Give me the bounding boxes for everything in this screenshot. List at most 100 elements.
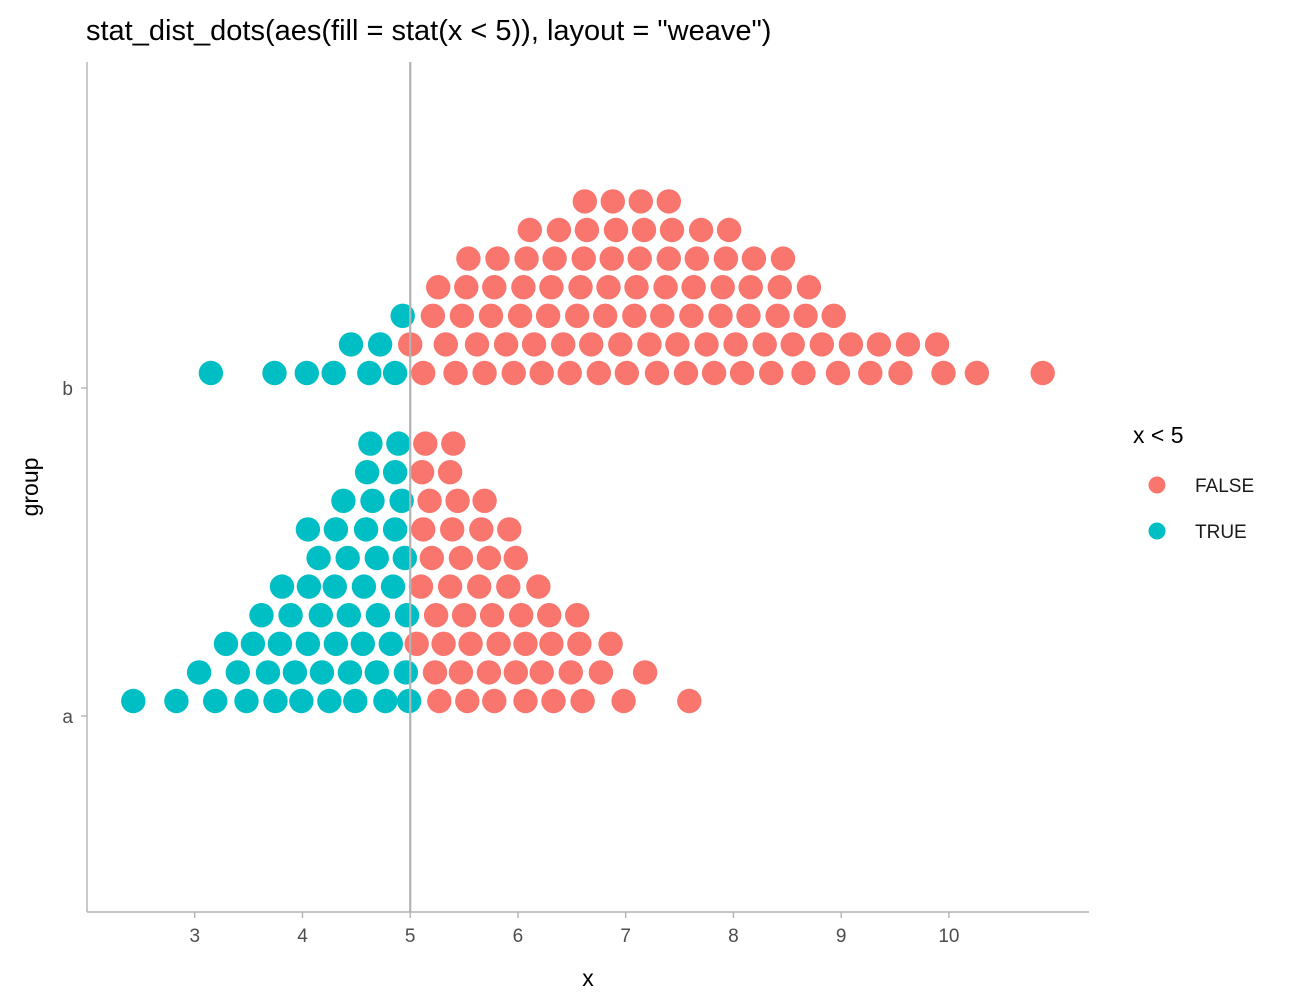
dot-b-r0-3 [321,360,346,386]
dot-a-r5-6 [476,545,502,571]
dot-b-r3-5 [568,275,593,300]
dot-b-r1-11 [665,332,690,357]
dot-b-r4-11 [770,246,796,271]
dot-a-r1-11 [503,660,528,685]
dot-b-r4-2 [514,246,539,271]
dot-b-r0-0 [198,360,224,386]
y-tick-label-a: a [62,707,73,728]
dot-a-r0-13 [513,688,538,714]
dot-a-r6-5 [440,517,465,542]
dot-b-r3-13 [796,275,822,300]
dot-a-r0-9 [396,688,422,714]
dot-b-r2-12 [736,303,761,328]
dot-a-r1-12 [529,660,554,685]
legend-key-true [1148,522,1166,540]
x-tick-label-9: 9 [836,926,847,947]
dot-a-r6-3 [382,517,408,542]
dot-a-r5-4 [419,545,444,571]
y-axis-title: group [17,458,43,517]
dot-a-r0-7 [343,688,368,714]
dot-b-r0-12 [586,360,611,386]
dot-b-r3-6 [596,275,621,300]
dot-a-r5-1 [335,545,360,571]
dot-b-r5-0 [517,217,542,243]
dot-a-r0-2 [203,688,228,714]
dot-a-r0-11 [455,688,480,714]
dot-a-r7-4 [445,488,470,513]
dot-a-r5-7 [503,545,528,571]
dot-b-r4-0 [456,246,481,271]
dot-b-r6-2 [628,189,653,214]
dot-b-r2-11 [708,303,733,328]
dot-b-r0-25 [1030,360,1055,386]
dot-b-r5-4 [631,217,657,243]
dot-b-r2-0 [390,303,415,328]
dot-a-r0-0 [121,688,146,714]
dot-a-r6-2 [353,517,379,542]
dot-a-r1-4 [309,660,335,685]
dot-a-r7-2 [389,488,414,513]
dot-a-r3-7 [451,603,477,628]
dot-b-r1-13 [723,332,748,357]
dot-a-r2-8 [431,631,456,656]
dot-a-r7-1 [360,488,385,513]
dot-b-r4-8 [684,246,709,271]
legend-title: x < 5 [1133,422,1184,448]
dot-a-r8-3 [437,460,463,485]
dot-a-r9-1 [386,431,411,456]
dot-b-r3-10 [710,275,735,300]
dot-a-r0-10 [427,688,452,714]
dot-a-r3-5 [394,603,420,628]
dot-a-r2-9 [458,631,483,656]
dot-a-r2-7 [404,631,429,656]
dot-b-r2-1 [420,303,446,328]
dot-b-r5-3 [603,217,629,243]
dot-a-r3-2 [308,603,333,628]
dot-b-r0-9 [501,360,526,386]
dot-a-r2-4 [323,631,349,656]
dot-b-r0-14 [644,360,670,386]
dot-b-r1-6 [521,332,547,357]
dot-b-r2-3 [478,303,504,328]
dot-b-r4-9 [713,246,739,271]
dot-b-r0-17 [729,360,755,386]
dot-a-r7-0 [331,488,356,513]
dot-b-r1-9 [608,332,633,357]
dot-a-r8-0 [354,460,380,485]
dot-b-r4-3 [542,246,567,271]
dot-b-r1-19 [895,332,921,357]
dot-b-r0-7 [443,360,468,386]
dot-b-r6-3 [656,189,681,214]
dot-b-r3-4 [539,275,564,300]
dot-b-r0-2 [294,360,319,386]
dot-b-r1-18 [866,332,892,357]
dot-b-r0-11 [557,360,582,386]
dot-a-r6-6 [469,517,494,542]
x-tick-label-10: 10 [938,926,959,947]
x-tick-label-3: 3 [189,926,200,947]
dot-a-r2-10 [486,631,511,656]
dot-b-r2-14 [793,303,818,328]
legend-label-true: TRUE [1195,522,1247,543]
dot-a-r1-10 [476,660,502,685]
dot-a-r5-2 [364,545,389,571]
dot-a-r0-17 [677,688,702,714]
dot-a-r2-6 [378,631,403,656]
x-tick-label-8: 8 [728,926,739,947]
dot-a-r8-2 [409,460,435,485]
dot-a-r4-0 [269,574,295,599]
dot-b-r0-4 [357,360,382,386]
dot-b-r1-0 [338,332,364,357]
dot-a-r8-1 [382,460,408,485]
dot-a-r5-0 [306,545,331,571]
dot-a-r2-3 [295,631,321,656]
dot-b-r1-12 [694,332,719,357]
dot-b-r1-5 [493,332,519,357]
dot-b-r1-20 [924,332,950,357]
dot-a-r5-3 [392,545,417,571]
x-tick-label-7: 7 [620,926,631,947]
dot-a-r0-12 [482,688,507,714]
dot-b-r2-8 [622,303,647,328]
dot-a-r0-6 [317,688,342,714]
dot-a-r9-2 [413,431,438,456]
